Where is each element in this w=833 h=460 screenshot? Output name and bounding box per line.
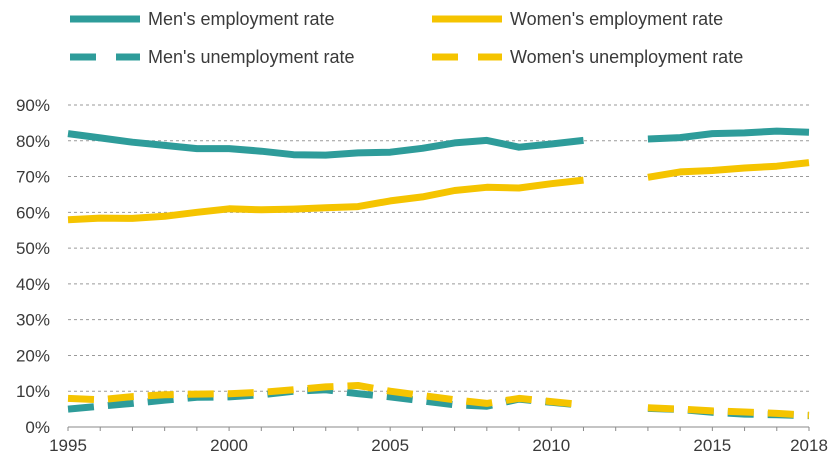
legend: Men's employment rate Women's employment …: [70, 9, 743, 67]
y-tick-label: 40%: [16, 275, 50, 294]
y-tick-label: 30%: [16, 311, 50, 330]
y-tick-label: 80%: [16, 132, 50, 151]
y-tick-label: 50%: [16, 239, 50, 258]
y-axis-ticks: 0% 10% 20% 30% 40% 50% 60% 70% 80% 90%: [16, 96, 50, 437]
x-axis-ticks: 1995 2000 2005 2010 2015 2018: [49, 427, 828, 455]
x-tick-label: 2000: [210, 436, 248, 455]
legend-label-women-s-unemployment-rate: Women's unemployment rate: [510, 47, 743, 67]
series-line-women-s-unemployment-rate-segment-1: [67, 382, 584, 409]
y-tick-label: 0%: [25, 418, 50, 437]
series-line-women-s-employment-rate-segment-2: [647, 159, 810, 181]
y-tick-label: 20%: [16, 346, 50, 365]
y-tick-label: 10%: [16, 382, 50, 401]
series-line-women-s-employment-rate-segment-1: [67, 176, 584, 224]
series-line-women-s-unemployment-rate-segment-2: [647, 404, 810, 419]
legend-label-women-s-employment-rate: Women's employment rate: [510, 9, 723, 29]
legend-label-men-s-unemployment-rate: Men's unemployment rate: [148, 47, 355, 67]
series-lines: [67, 127, 810, 420]
series-line-men-s-employment-rate-segment-2: [647, 127, 810, 143]
y-tick-label: 70%: [16, 168, 50, 187]
x-tick-label: 2005: [371, 436, 409, 455]
y-tick-label: 60%: [16, 203, 50, 222]
series-line-men-s-employment-rate-segment-1: [67, 130, 584, 159]
y-tick-label: 90%: [16, 96, 50, 115]
x-tick-label: 2015: [693, 436, 731, 455]
x-tick-label: 1995: [49, 436, 87, 455]
x-tick-label: 2010: [532, 436, 570, 455]
legend-label-men-s-employment-rate: Men's employment rate: [148, 9, 335, 29]
x-tick-label: 2018: [790, 436, 828, 455]
